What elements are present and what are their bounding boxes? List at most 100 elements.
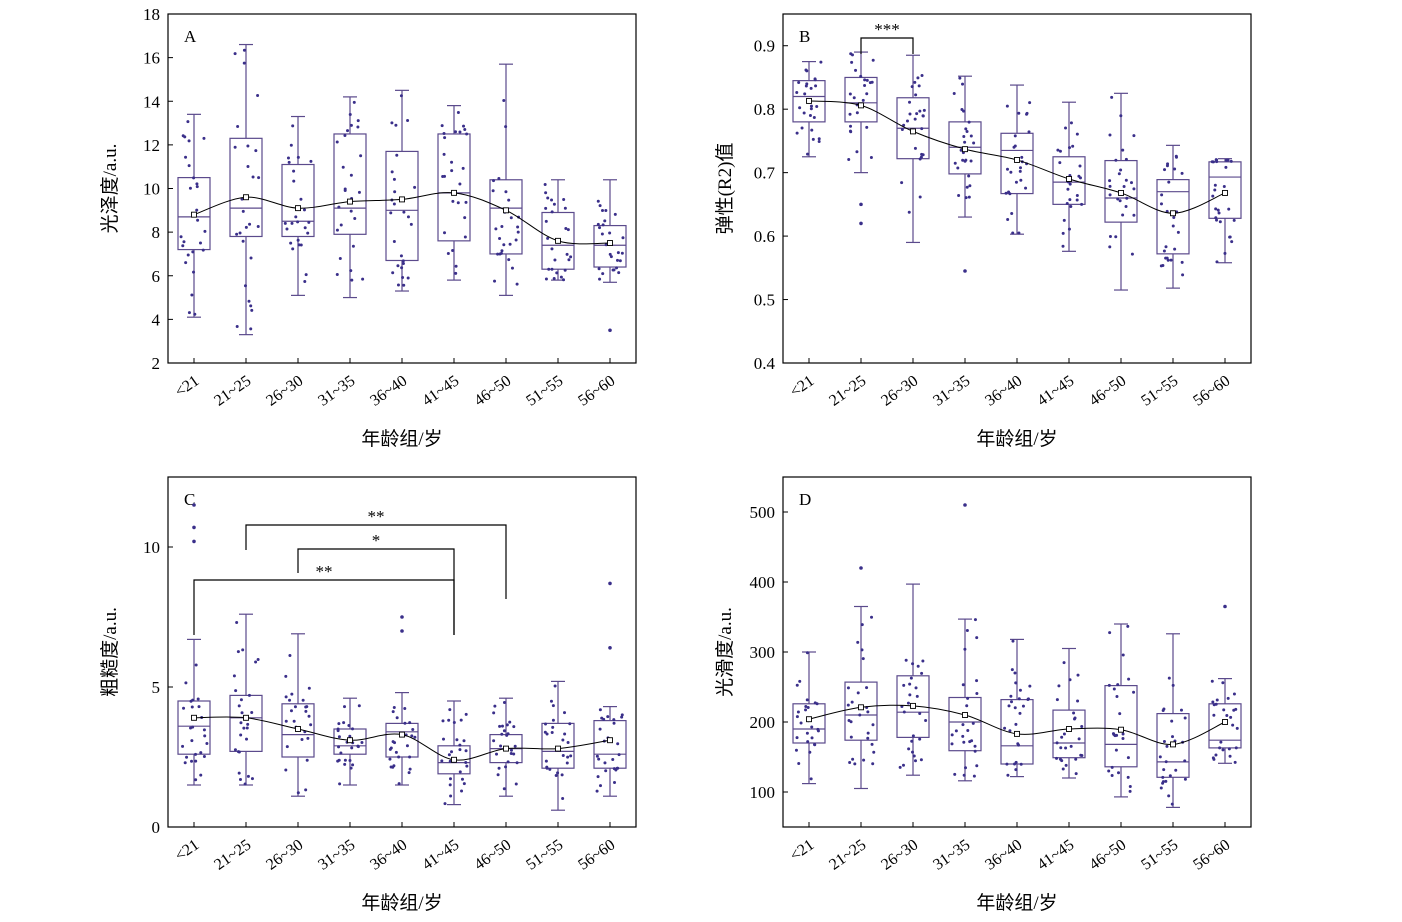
data-point <box>1232 692 1236 696</box>
outlier-point <box>400 615 404 619</box>
data-point <box>1129 181 1133 185</box>
data-point <box>1128 785 1132 789</box>
data-point <box>794 748 798 752</box>
data-point <box>337 722 341 726</box>
data-point <box>1059 746 1063 750</box>
data-point <box>183 761 187 765</box>
outlier-point <box>608 328 612 333</box>
data-point <box>1215 158 1219 162</box>
box-group <box>948 75 982 218</box>
data-point <box>190 759 194 763</box>
data-point <box>921 659 925 663</box>
data-point <box>953 772 957 776</box>
data-point <box>451 248 455 252</box>
data-point <box>1013 762 1017 766</box>
data-point <box>409 222 413 226</box>
x-tick-label: 56~60 <box>1190 836 1233 873</box>
data-point <box>464 200 468 204</box>
data-point <box>1227 207 1231 211</box>
data-point <box>852 96 856 100</box>
data-point <box>284 674 288 678</box>
data-point <box>1216 208 1220 212</box>
data-point <box>809 86 813 90</box>
mean-marker <box>1118 726 1124 733</box>
data-point <box>1018 711 1022 715</box>
box <box>541 211 575 270</box>
data-point <box>237 771 241 775</box>
data-point <box>440 759 444 763</box>
data-point <box>1162 707 1166 711</box>
data-point <box>618 259 622 263</box>
data-point <box>232 674 236 678</box>
data-point <box>235 324 239 328</box>
data-point <box>390 170 394 174</box>
data-point <box>449 794 453 798</box>
data-point <box>905 119 909 123</box>
data-point <box>405 744 409 748</box>
data-point <box>598 226 602 230</box>
data-point <box>1180 171 1184 175</box>
data-point <box>458 130 462 134</box>
data-point <box>965 185 969 189</box>
data-point <box>621 236 625 240</box>
data-point <box>1161 781 1165 785</box>
data-point <box>866 736 870 740</box>
data-point <box>190 293 194 297</box>
data-point <box>395 716 399 720</box>
data-point <box>569 255 573 259</box>
outlier-point <box>963 503 967 507</box>
data-point <box>850 60 854 64</box>
data-point <box>552 202 556 206</box>
data-point <box>1211 194 1215 198</box>
data-point <box>514 782 518 786</box>
data-point <box>561 797 565 801</box>
data-point <box>546 236 550 240</box>
data-point <box>1077 737 1081 741</box>
data-point <box>391 710 395 714</box>
data-point <box>441 737 445 741</box>
data-point <box>1114 235 1118 239</box>
data-point <box>284 695 288 699</box>
box-group <box>281 633 315 797</box>
data-point <box>907 747 911 751</box>
data-point <box>1164 256 1168 260</box>
mean-marker <box>555 237 561 244</box>
data-point <box>551 704 555 708</box>
data-point <box>235 232 239 236</box>
data-point <box>613 212 617 216</box>
data-point <box>1078 164 1082 168</box>
panel-label: D <box>799 490 811 509</box>
data-point <box>1166 258 1170 262</box>
data-point <box>1076 699 1080 703</box>
data-point <box>1215 218 1219 222</box>
data-point <box>336 759 340 763</box>
data-point <box>863 78 867 82</box>
data-point <box>403 721 407 725</box>
data-point <box>297 243 301 247</box>
data-point <box>443 231 447 235</box>
data-point <box>187 311 191 315</box>
data-point <box>1061 231 1065 235</box>
data-point <box>1223 251 1227 255</box>
data-point <box>964 766 968 770</box>
data-point <box>550 247 554 251</box>
data-point <box>339 751 343 755</box>
data-point <box>392 202 396 206</box>
data-point <box>848 92 852 96</box>
data-point <box>1005 104 1009 108</box>
mean-marker <box>451 189 457 196</box>
box <box>489 179 523 255</box>
data-point <box>497 766 501 770</box>
data-point <box>1068 678 1072 682</box>
data-point <box>866 731 870 735</box>
data-point <box>249 304 253 308</box>
data-point <box>795 736 799 740</box>
data-point <box>396 283 400 287</box>
data-point <box>1119 114 1123 118</box>
data-point <box>251 175 255 179</box>
data-point <box>241 239 245 243</box>
data-point <box>356 745 360 749</box>
box-group <box>1104 92 1138 291</box>
data-point <box>871 762 875 766</box>
